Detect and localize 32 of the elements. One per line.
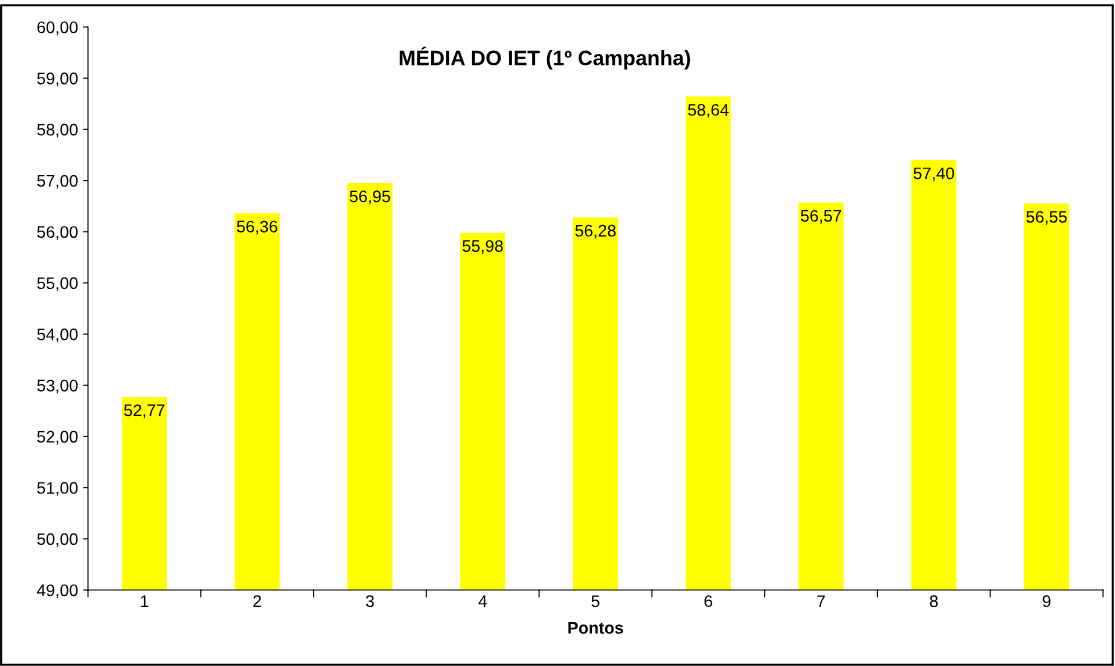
data-label: 57,40 xyxy=(913,167,955,182)
y-tick-label: 50,00 xyxy=(37,533,78,547)
y-tick-label: 57,00 xyxy=(37,174,78,189)
y-tick-label: 60,00 xyxy=(37,21,78,36)
y-tick-label: 53,00 xyxy=(37,379,78,394)
y-tick-label: 59,00 xyxy=(37,72,78,87)
y-tick-label: 49,00 xyxy=(36,584,78,599)
data-label: 56,57 xyxy=(800,209,842,224)
x-tick-label: 7 xyxy=(817,595,825,607)
y-tick-label: 55,00 xyxy=(37,277,78,292)
x-tick-label: 4 xyxy=(478,595,487,607)
y-tick-label: 52,00 xyxy=(37,430,78,445)
x-tick-label: 5 xyxy=(591,595,600,608)
x-axis-title: Pontos xyxy=(568,622,624,634)
x-tick-label: 8 xyxy=(929,595,938,608)
data-label: 56,28 xyxy=(575,224,616,239)
data-label: 58,64 xyxy=(688,103,729,118)
data-label: 55,98 xyxy=(462,240,503,254)
y-tick-label: 51,00 xyxy=(37,482,78,496)
data-label: 56,95 xyxy=(349,190,391,205)
x-tick-label: 1 xyxy=(141,595,149,607)
text: MÉDIA DO IET (1º Campanha) xyxy=(399,46,691,70)
data-label: 56,36 xyxy=(236,220,278,235)
y-tick-label: 58,00 xyxy=(37,123,78,138)
y-tick-label: 56,00 xyxy=(37,226,78,240)
data-label: 56,55 xyxy=(1026,210,1067,225)
x-tick-label: 2 xyxy=(253,595,261,607)
x-tick-label: 9 xyxy=(1042,595,1051,608)
y-tick-label: 54,00 xyxy=(37,328,78,343)
x-tick-label: 3 xyxy=(365,595,374,608)
x-tick-label: 6 xyxy=(704,595,713,608)
data-label: 52,77 xyxy=(124,404,165,419)
